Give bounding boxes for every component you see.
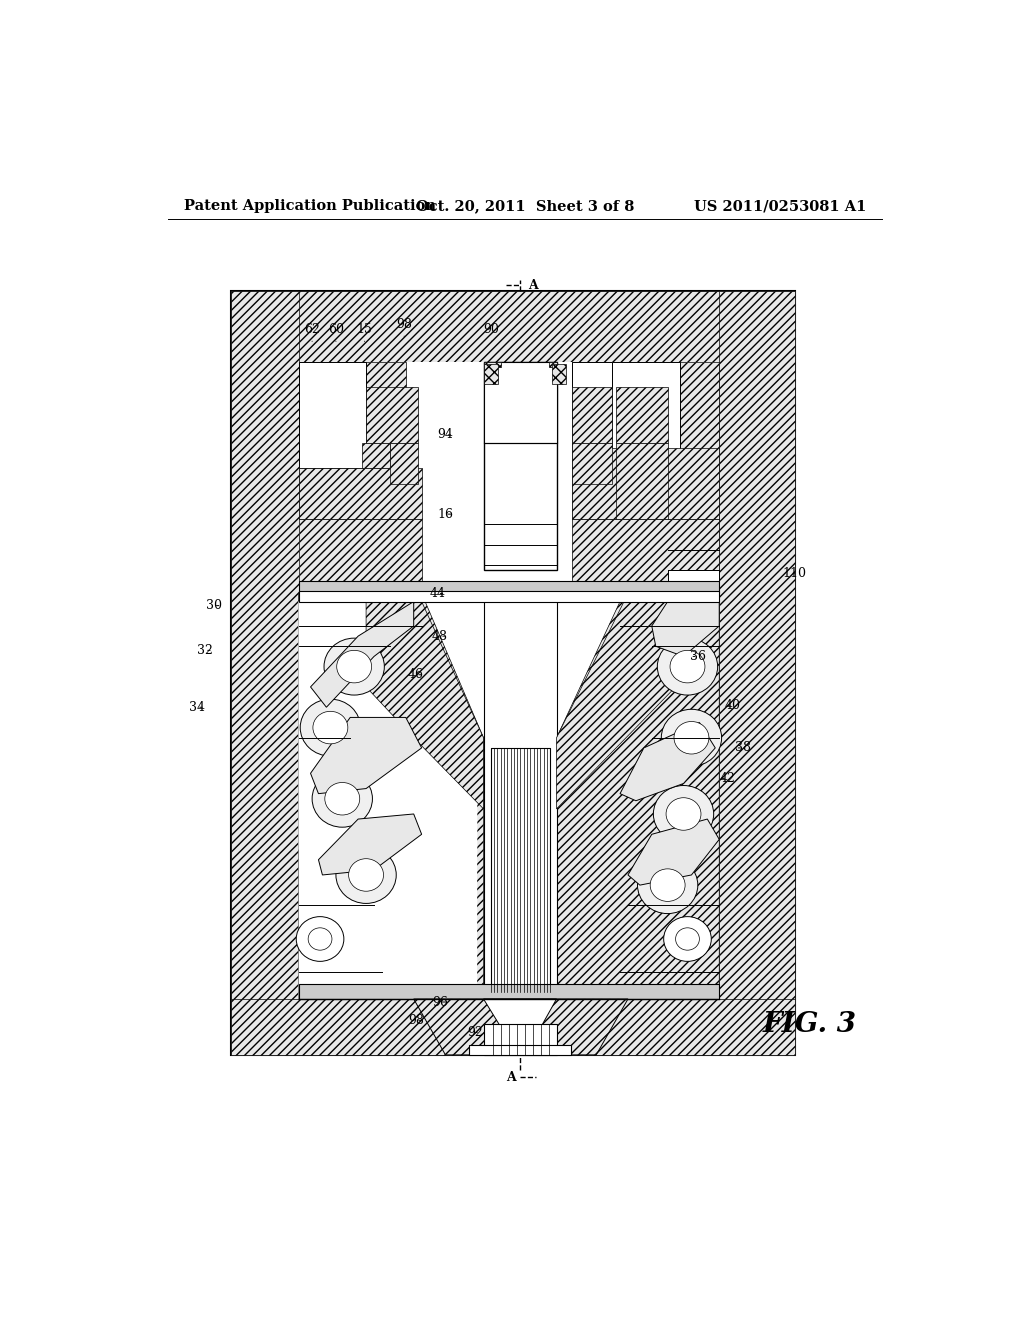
Ellipse shape	[674, 722, 709, 754]
Polygon shape	[310, 602, 414, 708]
Bar	[490, 748, 550, 991]
Bar	[469, 1044, 570, 1055]
Polygon shape	[620, 722, 715, 801]
Bar	[299, 469, 422, 519]
Text: 98: 98	[409, 1014, 424, 1027]
Bar	[483, 1024, 557, 1055]
Text: 38: 38	[735, 742, 751, 755]
Bar	[612, 362, 680, 469]
Ellipse shape	[664, 916, 712, 961]
Text: 96: 96	[432, 995, 447, 1008]
Bar	[299, 362, 367, 469]
Text: 48: 48	[432, 630, 447, 643]
Text: 46: 46	[409, 668, 424, 681]
Text: Patent Application Publication: Patent Application Publication	[183, 199, 435, 213]
Ellipse shape	[670, 651, 705, 682]
Polygon shape	[557, 602, 719, 999]
Bar	[572, 444, 612, 483]
Polygon shape	[483, 999, 557, 1027]
Text: 60: 60	[328, 322, 344, 342]
Text: 36: 36	[690, 649, 706, 663]
Bar	[616, 387, 668, 444]
Bar	[616, 444, 668, 519]
Polygon shape	[310, 718, 422, 793]
Bar	[483, 598, 557, 999]
Bar	[299, 519, 422, 590]
Bar	[549, 362, 557, 367]
Bar	[299, 362, 719, 999]
Bar	[668, 570, 719, 590]
Bar	[231, 290, 795, 1055]
Polygon shape	[628, 818, 719, 886]
Bar	[299, 362, 406, 519]
Polygon shape	[299, 594, 483, 999]
Bar	[231, 290, 795, 362]
Bar	[572, 447, 719, 519]
Text: 42: 42	[719, 772, 735, 785]
Bar	[572, 362, 719, 519]
Bar	[483, 362, 557, 444]
Ellipse shape	[308, 928, 332, 950]
Text: 110: 110	[782, 566, 807, 579]
Ellipse shape	[657, 638, 718, 696]
Text: A: A	[528, 279, 538, 292]
Ellipse shape	[676, 928, 699, 950]
Polygon shape	[299, 602, 477, 999]
Text: 15: 15	[356, 322, 373, 342]
Bar	[572, 387, 612, 444]
Ellipse shape	[300, 700, 360, 756]
Bar	[367, 387, 418, 444]
Text: 44: 44	[429, 587, 445, 599]
Bar	[299, 581, 719, 594]
Bar	[231, 999, 795, 1055]
Ellipse shape	[348, 859, 384, 891]
Text: 92: 92	[467, 1026, 482, 1039]
Bar	[572, 519, 719, 590]
Polygon shape	[299, 602, 477, 850]
Ellipse shape	[325, 783, 359, 814]
Text: Oct. 20, 2011  Sheet 3 of 8: Oct. 20, 2011 Sheet 3 of 8	[416, 199, 634, 213]
Text: 32: 32	[197, 644, 213, 657]
Ellipse shape	[296, 916, 344, 961]
Text: 90: 90	[483, 322, 500, 342]
Text: 34: 34	[189, 701, 205, 714]
Bar	[483, 362, 501, 367]
Bar	[299, 591, 719, 602]
Bar	[362, 444, 390, 469]
Bar	[390, 444, 418, 483]
Bar	[719, 290, 795, 1055]
Polygon shape	[557, 602, 676, 809]
Bar	[483, 364, 498, 384]
Polygon shape	[414, 999, 628, 1055]
Text: FIG. 3: FIG. 3	[763, 1011, 857, 1038]
Ellipse shape	[662, 709, 722, 766]
Text: 40: 40	[725, 698, 740, 711]
Text: A: A	[506, 1071, 516, 1084]
Text: 94: 94	[437, 429, 454, 441]
Ellipse shape	[337, 651, 372, 682]
Text: 62: 62	[304, 322, 321, 342]
Text: 16: 16	[437, 508, 454, 520]
Bar	[483, 362, 557, 570]
Text: 98: 98	[396, 318, 412, 337]
Ellipse shape	[666, 797, 701, 830]
Ellipse shape	[650, 869, 685, 902]
Polygon shape	[367, 602, 483, 809]
Ellipse shape	[312, 771, 373, 828]
Bar	[552, 364, 566, 384]
Ellipse shape	[638, 857, 697, 913]
Text: 30: 30	[206, 599, 222, 612]
Bar	[572, 362, 612, 469]
Polygon shape	[318, 814, 422, 875]
Text: US 2011/0253081 A1: US 2011/0253081 A1	[693, 199, 866, 213]
Ellipse shape	[313, 711, 348, 744]
Polygon shape	[652, 602, 719, 656]
Bar	[299, 983, 719, 999]
Ellipse shape	[324, 638, 384, 696]
Ellipse shape	[336, 846, 396, 903]
Ellipse shape	[653, 785, 714, 842]
Bar	[231, 290, 299, 1055]
